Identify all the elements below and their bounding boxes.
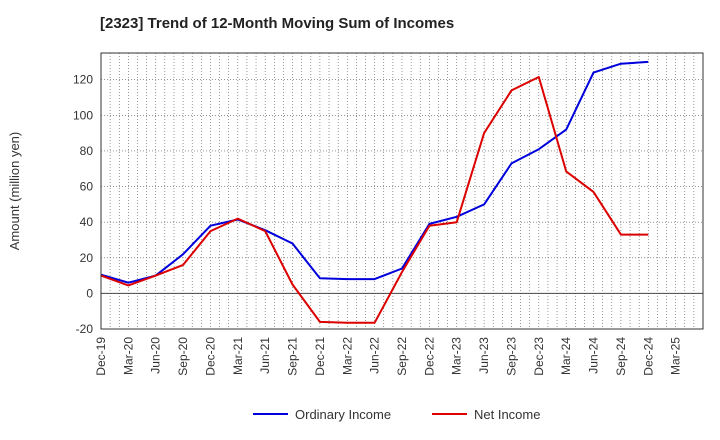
legend-label: Net Income [474, 407, 540, 422]
x-tick-label: Dec-21 [313, 337, 327, 376]
y-tick-label: 100 [73, 108, 93, 122]
x-tick-label: Dec-19 [94, 337, 108, 376]
series-line-1 [100, 76, 649, 324]
x-tick-label: Sep-20 [176, 337, 190, 376]
x-axis-ticks: Dec-19 Mar-20 Jun-20 Sep-20 Dec-20 Mar-21 Jun-… [94, 337, 683, 376]
series-group [100, 60, 649, 324]
y-tick-label: 20 [80, 251, 94, 265]
plot-frame [100, 52, 704, 330]
y-axis-label: Amount (million yen) [7, 132, 22, 251]
x-tick-label: Sep-21 [286, 337, 300, 376]
y-axis-ticks: -20 0 20 40 60 80 100 120 [73, 73, 93, 336]
legend: Ordinary Income Net Income [253, 407, 540, 422]
y-tick-label: 60 [80, 180, 94, 194]
grid [101, 53, 703, 330]
x-tick-label: Sep-22 [395, 337, 409, 376]
x-tick-label: Mar-24 [559, 337, 573, 375]
x-tick-label: Jun-20 [149, 337, 163, 374]
x-tick-label: Jun-24 [587, 337, 601, 374]
y-tick-label: -20 [76, 322, 94, 336]
y-tick-label: 40 [80, 215, 94, 229]
x-tick-label: Mar-20 [121, 337, 135, 375]
x-tick-label: Jun-21 [258, 337, 272, 374]
legend-label: Ordinary Income [295, 407, 391, 422]
x-tick-label: Dec-24 [641, 337, 655, 376]
y-tick-label: 0 [86, 286, 93, 300]
chart-title: [2323] Trend of 12-Month Moving Sum of I… [100, 15, 455, 32]
x-tick-label: Mar-22 [340, 337, 354, 375]
x-tick-label: Dec-20 [203, 337, 217, 376]
x-tick-label: Dec-23 [532, 337, 546, 376]
x-tick-label: Mar-25 [669, 337, 683, 375]
x-tick-label: Sep-23 [504, 337, 518, 376]
x-tick-label: Mar-23 [450, 337, 464, 375]
x-tick-label: Jun-23 [477, 337, 491, 374]
y-tick-label: 120 [73, 73, 93, 87]
series-line-0 [100, 60, 649, 284]
x-tick-label: Jun-22 [368, 337, 382, 374]
y-tick-label: 80 [80, 144, 94, 158]
x-tick-label: Dec-22 [422, 337, 436, 376]
x-tick-label: Sep-24 [614, 337, 628, 376]
x-tick-label: Mar-21 [231, 337, 245, 375]
